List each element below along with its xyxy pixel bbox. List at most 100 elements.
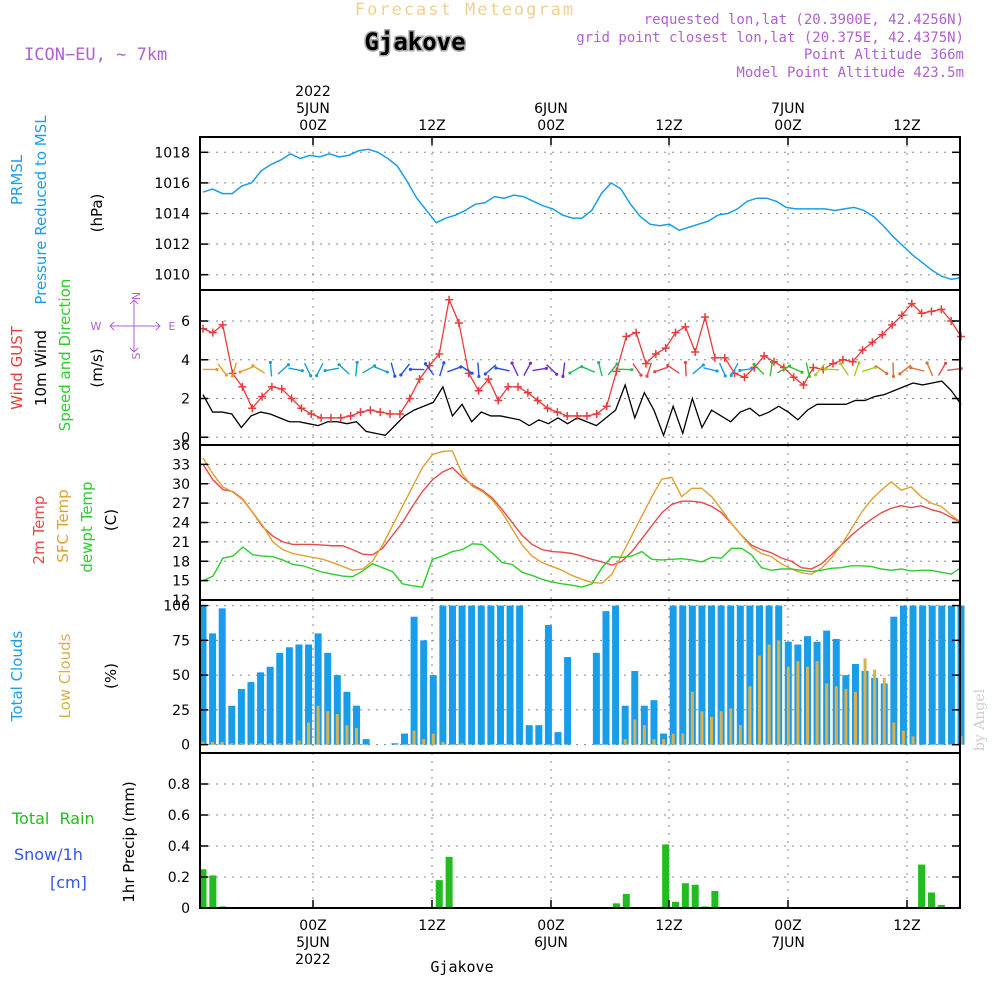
precip-ytick-label: 0.2: [168, 870, 190, 886]
wind-direction-arrowhead: [337, 363, 341, 367]
wind-direction-arrowhead: [561, 374, 565, 378]
low-cloud-bar: [777, 640, 781, 745]
wind-direction-arrowhead: [224, 373, 229, 377]
low-cloud-bar: [863, 658, 867, 745]
low-cloud-bar: [738, 725, 742, 745]
wind-direction-arrowhead: [355, 360, 359, 365]
point-altitude: Point Altitude 366m: [804, 47, 964, 63]
total-cloud-bar: [314, 633, 322, 745]
gust-marker: [395, 410, 404, 418]
compass-arrows: [109, 299, 161, 353]
rain-bar: [199, 869, 207, 908]
gust-marker: [248, 404, 257, 413]
gust-marker: [326, 413, 335, 422]
gust-marker: [848, 357, 857, 366]
gust-marker: [307, 410, 316, 418]
gust-marker: [809, 363, 818, 372]
wind-direction-arrowhead: [555, 372, 559, 376]
gust-marker: [878, 330, 887, 339]
gust-marker: [641, 359, 650, 368]
wind-direction-arrow: [459, 365, 473, 374]
compass-e: E: [169, 320, 176, 333]
wind-direction-arrowhead: [230, 374, 235, 378]
total-cloud-bar: [228, 705, 236, 745]
grid-layer: [200, 137, 960, 908]
wind-direction-arrow: [424, 363, 435, 376]
gust-marker: [681, 322, 690, 331]
total-cloud-bar: [218, 608, 226, 745]
temperature-ytick-label: 18: [172, 554, 190, 570]
wind-direction-arrowhead: [544, 366, 548, 370]
footer-location: Gjakove: [430, 958, 493, 976]
wind-direction-arrow: [926, 362, 934, 377]
precip-frame: [199, 752, 961, 909]
gust-marker: [838, 355, 847, 364]
top-time-label: 5JUN: [296, 101, 330, 117]
total-cloud-bar: [899, 605, 907, 745]
wind-unit: (m/s): [88, 348, 106, 387]
wind-direction-arrow: [315, 362, 324, 376]
wind-direction-arrowhead: [300, 369, 304, 373]
low-cloud-bar: [882, 677, 886, 745]
low-cloud-bar: [911, 736, 915, 745]
wind-gust-label: Wind GUST: [8, 325, 26, 410]
wind-direction-arrow: [495, 367, 510, 372]
wind-ytick-label: 6: [181, 314, 190, 330]
wind-ytick-label: 0: [181, 430, 190, 446]
total-cloud-bar: [564, 657, 572, 745]
gust-marker: [799, 380, 808, 389]
total-cloud-bar: [612, 605, 620, 745]
low-cloud-bar: [700, 711, 704, 745]
wind-direction-arrow: [374, 366, 388, 373]
gust-marker: [710, 353, 719, 362]
low-cloud-bar: [355, 727, 359, 745]
gust-marker: [218, 320, 227, 329]
top-time-label: 7JUN: [771, 101, 805, 117]
wind-direction-arrow: [825, 368, 840, 371]
bottom-time-label: 00Z: [774, 918, 801, 934]
dewpt-label: dewpt Temp: [78, 481, 96, 572]
pressure-ytick-label: 1012: [154, 237, 190, 253]
gust-marker: [740, 373, 749, 382]
wind-direction-arrowhead: [752, 362, 756, 367]
wind-direction-arrow: [581, 366, 595, 373]
total-cloud-bar: [688, 605, 696, 745]
wind-direction-arrow: [477, 362, 480, 377]
wind-direction-arrowhead: [238, 370, 242, 374]
wind-direction-arrow: [269, 362, 273, 377]
total-cloud-bar: [496, 605, 504, 745]
wind-direction-arrowhead: [309, 374, 313, 378]
low-cloud-bar: [825, 683, 829, 745]
low-cloud-bar: [662, 739, 666, 745]
low-cloud-bar: [671, 733, 675, 745]
low-cloud-bar: [729, 708, 733, 745]
wind-direction-arrow: [718, 362, 726, 377]
gust-marker: [405, 394, 414, 403]
wind-direction-arrow: [447, 366, 461, 373]
low-cloud-bar: [873, 669, 877, 745]
total-cloud-bar: [746, 605, 754, 745]
gust-marker: [651, 349, 660, 358]
low-cloud-bar: [230, 743, 234, 745]
total-cloud-bar: [209, 633, 217, 745]
total-cloud-bar: [305, 644, 313, 745]
wind-direction-arrow: [239, 366, 254, 373]
total-cloud-bar: [698, 605, 706, 745]
total-cloud-bar: [708, 605, 716, 745]
gust-marker: [297, 404, 306, 413]
low-cloud-bar: [719, 711, 723, 745]
wind-direction-arrow: [632, 363, 642, 376]
wind-direction-arrowhead: [639, 373, 643, 377]
gust-marker: [435, 349, 444, 358]
low-clouds-label: Low Clouds: [56, 633, 74, 718]
gust-marker: [504, 382, 513, 391]
gust-marker: [277, 384, 286, 393]
gust-marker: [543, 404, 552, 413]
wind-direction-arrowhead: [738, 368, 742, 373]
wind-direction-arrowhead: [597, 361, 601, 365]
total-cloud-bar: [592, 652, 600, 745]
wind-direction-arrowhead: [891, 374, 896, 379]
pressure-ytick-label: 1018: [154, 145, 190, 161]
wind-direction-arrow: [769, 362, 773, 377]
gust-marker: [760, 351, 769, 360]
